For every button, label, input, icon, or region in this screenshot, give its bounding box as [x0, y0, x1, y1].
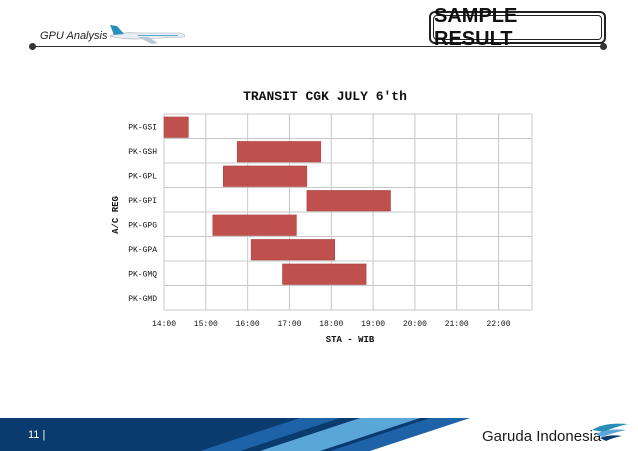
x-tick-label: 19:00: [361, 320, 385, 329]
x-tick-label: 21:00: [445, 320, 469, 329]
aircraft-icon: [109, 25, 185, 44]
x-tick-label: 14:00: [152, 320, 176, 329]
chart-title: TRANSIT CGK JULY 6'th: [243, 89, 407, 104]
chart-bars: [163, 116, 391, 285]
garuda-bird-icon: [592, 423, 628, 441]
y-tick-label: PK-GMD: [128, 295, 157, 304]
x-tick-label: 22:00: [487, 320, 511, 329]
x-tick-label: 20:00: [403, 320, 427, 329]
header-title: GPU Analysis: [40, 30, 108, 42]
header-divider: [33, 46, 603, 47]
x-tick-label: 17:00: [277, 320, 301, 329]
y-tick-label: PK-GPI: [128, 197, 157, 206]
x-tick-label: 16:00: [236, 320, 260, 329]
header-line-dot-left: [29, 43, 36, 50]
gantt-bar-pk-gpi: [306, 190, 391, 212]
gantt-bar-pk-gpg: [212, 214, 297, 236]
page-number: 11 |: [28, 429, 46, 441]
header-line-dot-right: [600, 43, 607, 50]
y-tick-labels: PK-GSI PK-GSH PK-GPL PK-GPI PK-GPG PK-GPA PK-G…: [128, 123, 157, 304]
gantt-bar-pk-gmq: [282, 263, 367, 285]
x-tick-label: 15:00: [194, 320, 218, 329]
gantt-bar-pk-gpa: [250, 239, 336, 261]
y-tick-label: PK-GMQ: [128, 270, 157, 279]
x-tick-label: 18:00: [319, 320, 343, 329]
y-tick-label: PK-GPG: [128, 221, 157, 230]
y-tick-label: PK-GSH: [128, 148, 157, 157]
y-tick-label: PK-GPL: [128, 172, 157, 181]
y-axis-label: A/C REG: [111, 196, 121, 234]
gantt-bar-pk-gsh: [236, 141, 322, 163]
x-tick-labels: 14:00 15:00 16:00 17:00 18:00 19:00 20:00 21:00…: [152, 320, 511, 329]
y-tick-label: PK-GSI: [128, 123, 157, 132]
brand-name: Garuda Indonesia: [482, 428, 602, 445]
x-axis-label: STA - WIB: [326, 335, 375, 345]
y-tick-label: PK-GPA: [128, 246, 157, 255]
gantt-bar-pk-gpl: [222, 165, 308, 187]
footer-banner: [0, 418, 638, 451]
gantt-bar-pk-gsi: [163, 116, 189, 138]
